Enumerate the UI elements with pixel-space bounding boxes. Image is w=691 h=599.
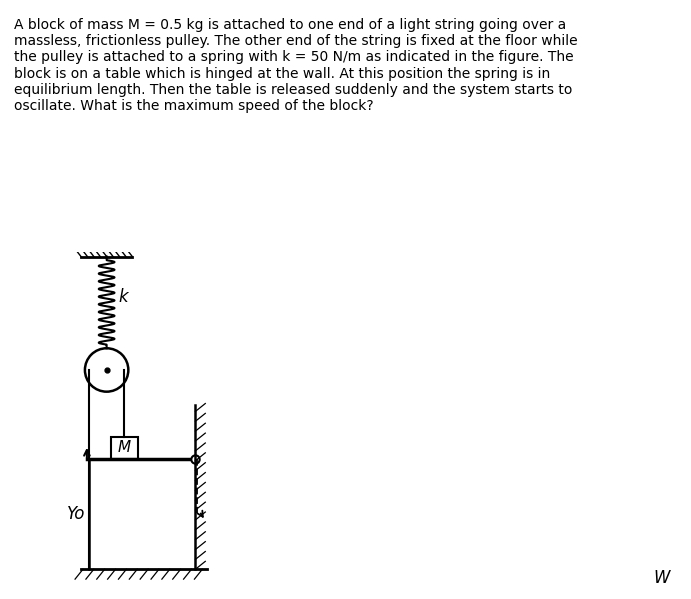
Text: A block of mass M = 0.5 kg is attached to one end of a light string going over a: A block of mass M = 0.5 kg is attached t… (14, 18, 578, 113)
Text: W: W (654, 569, 670, 587)
Bar (111, 437, 138, 459)
Text: Yo: Yo (66, 505, 85, 523)
Text: k: k (118, 289, 128, 307)
Text: M: M (118, 440, 131, 455)
